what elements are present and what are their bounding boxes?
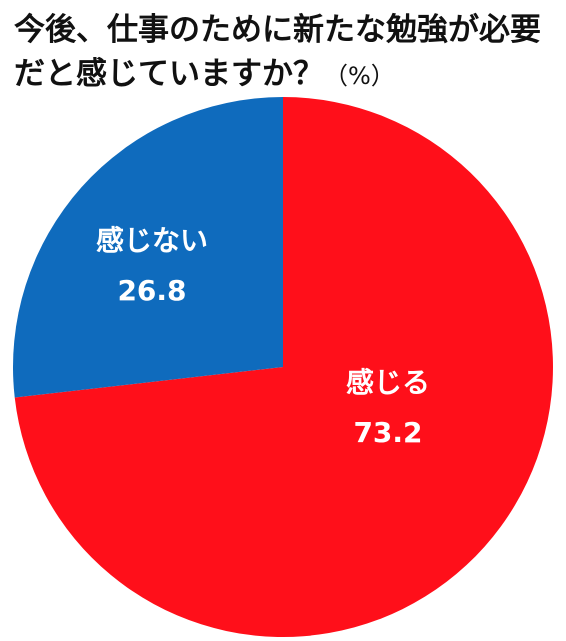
chart-title: 今後、仕事のために新たな勉強が必要だと感じていますか？（%）	[14, 8, 562, 98]
slice-label-kanjinai: 感じない	[96, 224, 208, 257]
slice-label-kanjiru: 感じる	[346, 366, 430, 399]
slice-value-kanjinai: 26.8	[117, 274, 186, 307]
slice-value-kanjiru: 73.2	[353, 416, 422, 449]
pie-slice-kanjiru	[14, 97, 553, 637]
pie-slice-kanjinai	[12, 97, 283, 398]
title-text: 今後、仕事のために新たな勉強が必要だと感じていますか？	[14, 12, 541, 92]
unit-label: （%）	[324, 62, 395, 90]
